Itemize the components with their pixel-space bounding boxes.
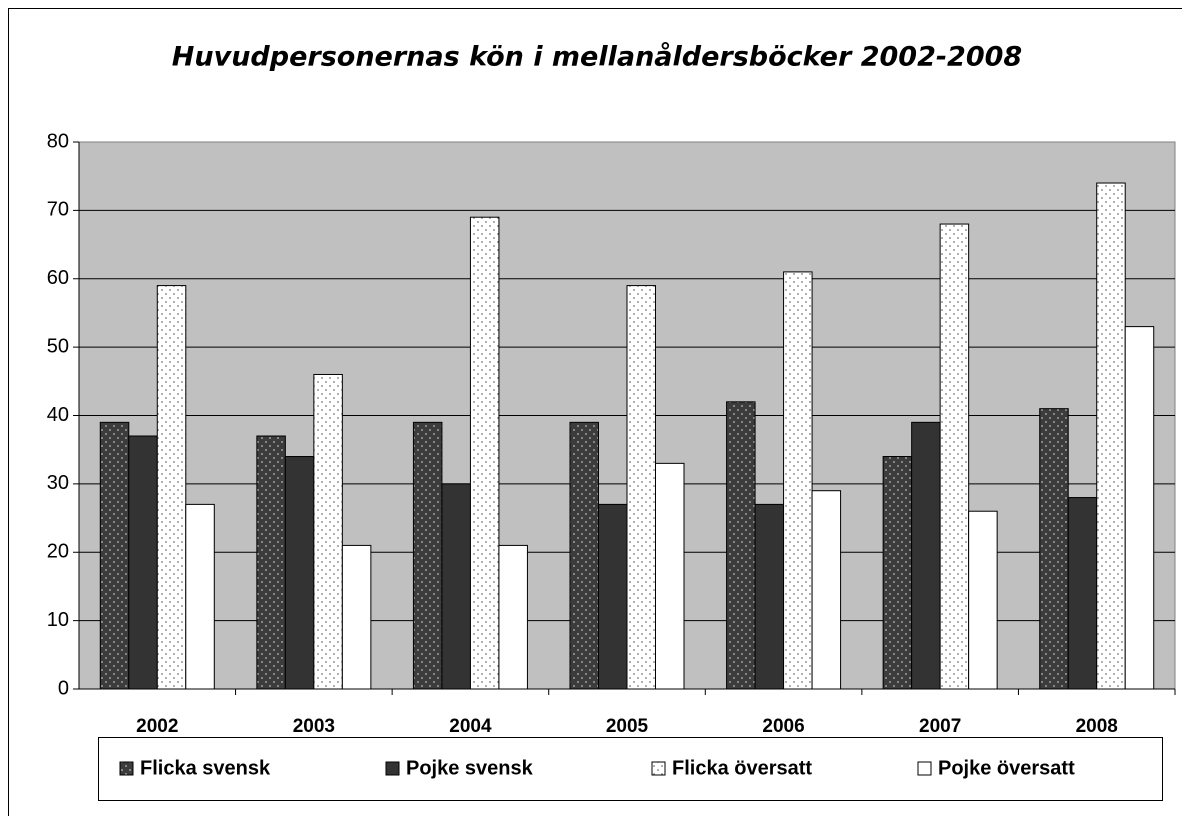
legend-marker xyxy=(385,761,400,776)
bar xyxy=(726,401,756,690)
legend xyxy=(98,737,1163,801)
bar xyxy=(1096,182,1126,690)
x-tick-label: 2005 xyxy=(606,716,649,737)
y-tick-label: 40 xyxy=(47,404,69,426)
bar xyxy=(655,462,685,690)
x-tick-label: 2004 xyxy=(449,716,492,737)
x-tick-label: 2003 xyxy=(293,716,335,737)
y-tick-label: 50 xyxy=(47,335,69,357)
legend-label: Pojke svensk xyxy=(406,757,534,779)
x-tick-label: 2002 xyxy=(136,716,178,737)
bar xyxy=(412,421,443,690)
x-tick-label: 2006 xyxy=(762,716,804,737)
bar xyxy=(882,456,913,690)
y-tick-label: 10 xyxy=(47,609,69,631)
bar xyxy=(469,216,500,690)
bar xyxy=(313,373,343,690)
bar xyxy=(968,510,998,690)
legend-label: Flicka svensk xyxy=(140,757,271,779)
y-tick-label: 60 xyxy=(47,267,69,289)
bar xyxy=(783,271,813,690)
bar xyxy=(911,421,941,690)
y-tick-label: 80 xyxy=(47,130,69,152)
legend-marker xyxy=(917,761,932,776)
bar xyxy=(598,503,628,690)
bar xyxy=(754,503,785,690)
legend-marker xyxy=(119,761,134,776)
x-tick-label: 2007 xyxy=(919,716,961,737)
y-tick-label: 0 xyxy=(58,677,69,699)
y-tick-label: 70 xyxy=(47,199,69,221)
bar xyxy=(341,544,372,690)
bar xyxy=(284,456,315,690)
bar xyxy=(441,483,471,690)
y-tick-label: 30 xyxy=(47,472,69,494)
legend-label: Flicka översatt xyxy=(672,757,812,779)
bar xyxy=(1067,497,1098,690)
chart-title: Huvudpersonernas kön i mellanåldersböcke… xyxy=(172,42,1022,73)
x-tick-label: 2008 xyxy=(1076,716,1118,737)
bar xyxy=(99,421,130,690)
bar xyxy=(498,544,528,690)
bar xyxy=(128,435,158,690)
bar xyxy=(811,490,842,690)
legend-label: Pojke översatt xyxy=(938,757,1075,779)
bar xyxy=(156,285,187,690)
bar xyxy=(1039,408,1069,690)
bar xyxy=(1124,326,1155,690)
bar xyxy=(256,435,286,690)
bar xyxy=(569,421,599,690)
legend-marker xyxy=(651,761,666,776)
bar xyxy=(939,223,970,690)
y-tick-label: 20 xyxy=(47,541,69,563)
bar xyxy=(626,285,656,690)
bar xyxy=(185,503,215,690)
